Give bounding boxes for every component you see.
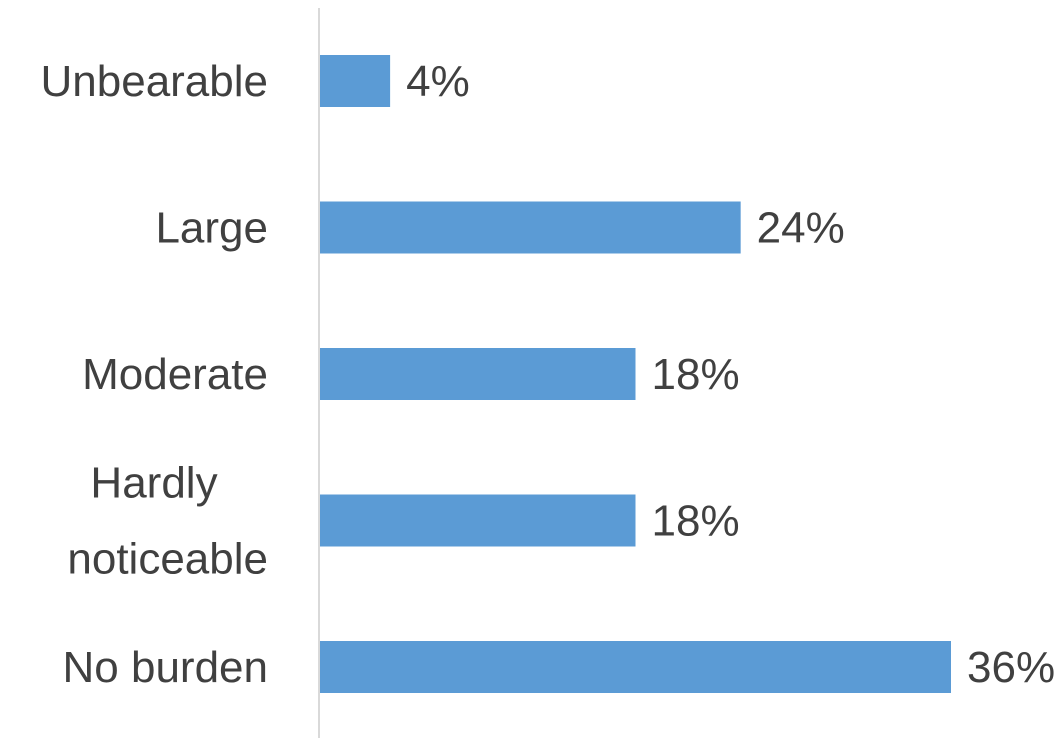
bars-group — [320, 55, 951, 693]
data-labels-group: 4% 24% 18% 18% 36% — [406, 57, 1055, 692]
bar — [320, 55, 391, 107]
data-label: 4% — [406, 57, 470, 106]
category-label: Hardly noticeable — [67, 459, 268, 584]
bar — [320, 201, 741, 254]
bar — [320, 494, 636, 547]
data-label: 18% — [652, 350, 740, 399]
bar — [320, 641, 951, 693]
data-label: 18% — [652, 497, 740, 546]
category-label: Moderate — [82, 350, 268, 399]
data-label: 36% — [967, 643, 1055, 692]
data-label: 24% — [757, 204, 845, 253]
category-label: Large — [155, 204, 268, 253]
bar — [320, 348, 636, 400]
category-label: Unbearable — [41, 57, 269, 106]
category-label: No burden — [63, 643, 268, 692]
category-labels-group: Unbearable Large Moderate Hardly noticeable N… — [41, 57, 269, 692]
